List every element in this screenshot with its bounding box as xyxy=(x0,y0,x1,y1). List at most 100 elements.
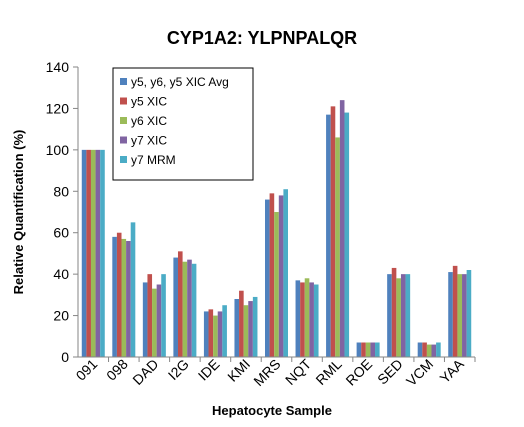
bar-MRS-series-3 xyxy=(278,195,284,357)
legend: y5, y6, y5 XIC Avg y5 XIC y6 XIC y7 XIC y7 M… xyxy=(112,67,254,181)
legend-label-1: y5 XIC xyxy=(131,95,167,109)
bar-DAD-series-0 xyxy=(142,282,148,357)
bar-MRS-series-2 xyxy=(274,212,279,357)
bar-091-series-4 xyxy=(100,149,105,357)
y-tick-label-2: 40 xyxy=(53,266,69,282)
chart-title: CYP1A2: YLPNPALQR xyxy=(167,28,357,48)
bar-VCM-series-4 xyxy=(436,342,441,357)
bar-RML-series-3 xyxy=(339,100,345,358)
bar-ROE-series-2 xyxy=(365,342,371,357)
bar-091-series-3 xyxy=(95,149,101,357)
bar-ROE-series-4 xyxy=(375,342,380,357)
bar-NQT-series-3 xyxy=(309,282,314,357)
bar-YAA-series-0 xyxy=(448,272,453,357)
bar-DAD-series-3 xyxy=(156,284,162,357)
bar-RML-series-0 xyxy=(326,114,331,358)
bar-SED-series-0 xyxy=(387,274,392,357)
bar-NQT-series-0 xyxy=(295,280,301,357)
x-axis-label: Hepatocyte Sample xyxy=(212,403,332,418)
x-tick-label-DAD: DAD xyxy=(129,356,161,388)
y-tick-label-3: 60 xyxy=(53,225,69,241)
y-tick-label-5: 100 xyxy=(46,142,70,158)
bar-MRS-series-1 xyxy=(269,193,275,357)
bar-MRS-series-0 xyxy=(265,199,270,357)
bar-SED-series-1 xyxy=(391,267,397,357)
x-tick-label-YAA: YAA xyxy=(436,355,467,386)
bar-SED-series-3 xyxy=(400,274,406,357)
bar-YAA-series-2 xyxy=(457,274,463,357)
x-tick-label-SED: SED xyxy=(374,356,406,388)
bar-YAA-series-4 xyxy=(466,270,472,357)
bar-SED-series-4 xyxy=(405,274,411,357)
bar-VCM-series-3 xyxy=(431,344,437,357)
y-tick-label-6: 120 xyxy=(46,100,70,116)
bar-SED-series-2 xyxy=(396,278,401,357)
x-tick-label-IDE: IDE xyxy=(195,356,223,384)
bar-I2G-series-3 xyxy=(187,259,192,357)
y-tick-label-4: 80 xyxy=(53,183,69,199)
y-tick-label-0: 0 xyxy=(61,349,69,365)
bar-091-series-2 xyxy=(90,149,96,357)
bar-VCM-series-1 xyxy=(422,342,427,357)
bar-KMI-series-3 xyxy=(248,301,253,357)
bar-KMI-series-4 xyxy=(252,296,258,357)
x-tick-label-VCM: VCM xyxy=(403,356,436,389)
legend-swatch-2 xyxy=(120,117,127,124)
bar-RML-series-1 xyxy=(330,106,336,357)
bar-IDE-series-1 xyxy=(208,309,214,357)
x-tick-label-ROE: ROE xyxy=(342,356,375,389)
legend-label-0: y5, y6, y5 XIC Avg xyxy=(131,75,229,89)
bar-098-series-4 xyxy=(130,222,136,357)
bar-VCM-series-2 xyxy=(426,344,432,357)
y-tick-label-1: 20 xyxy=(53,308,69,324)
x-tick-label-098: 098 xyxy=(103,356,131,384)
bar-MRS-series-4 xyxy=(283,189,288,357)
x-tick-label-RML: RML xyxy=(312,356,344,388)
legend-swatch-4 xyxy=(120,156,127,163)
x-tick-label-091: 091 xyxy=(73,356,101,384)
x-tick-label-NQT: NQT xyxy=(282,355,315,388)
bar-ROE-series-0 xyxy=(356,342,362,357)
y-axis-label: Relative Quantification (%) xyxy=(11,130,26,295)
bar-NQT-series-2 xyxy=(304,278,310,357)
bar-091-series-0 xyxy=(81,149,87,357)
bar-DAD-series-2 xyxy=(152,288,157,357)
legend-swatch-3 xyxy=(120,136,127,144)
bar-YAA-series-3 xyxy=(462,274,467,357)
bar-ROE-series-1 xyxy=(361,342,366,357)
bar-091-series-1 xyxy=(86,149,91,357)
x-tick-label-I2G: I2G xyxy=(165,356,192,383)
bar-098-series-2 xyxy=(121,238,127,357)
bar-IDE-series-3 xyxy=(217,311,223,357)
bar-NQT-series-1 xyxy=(300,282,305,357)
bar-RML-series-4 xyxy=(344,112,350,357)
legend-swatch-0 xyxy=(120,78,127,85)
bar-DAD-series-1 xyxy=(147,274,153,357)
y-tick-label-7: 140 xyxy=(46,59,70,75)
bar-KMI-series-1 xyxy=(239,290,244,357)
bar-I2G-series-2 xyxy=(182,261,188,357)
bar-IDE-series-2 xyxy=(213,315,218,357)
legend-swatch-1 xyxy=(120,97,127,105)
bar-I2G-series-0 xyxy=(173,257,178,357)
bar-VCM-series-0 xyxy=(417,342,423,357)
legend-box xyxy=(112,67,254,181)
bar-098-series-3 xyxy=(126,241,131,357)
bar-DAD-series-4 xyxy=(161,274,166,357)
bar-098-series-0 xyxy=(112,236,117,357)
legend-label-4: y7 MRM xyxy=(131,153,176,167)
bar-YAA-series-1 xyxy=(452,265,458,357)
bar-RML-series-2 xyxy=(335,137,340,357)
bar-098-series-1 xyxy=(116,232,122,357)
bar-IDE-series-0 xyxy=(203,311,209,357)
bar-KMI-series-0 xyxy=(234,299,240,357)
bar-NQT-series-4 xyxy=(313,284,319,357)
x-tick-label-KMI: KMI xyxy=(224,356,253,385)
legend-label-2: y6 XIC xyxy=(131,114,167,128)
x-tick-label-MRS: MRS xyxy=(250,356,283,389)
bar-KMI-series-2 xyxy=(243,305,249,357)
bar-IDE-series-4 xyxy=(222,305,227,357)
